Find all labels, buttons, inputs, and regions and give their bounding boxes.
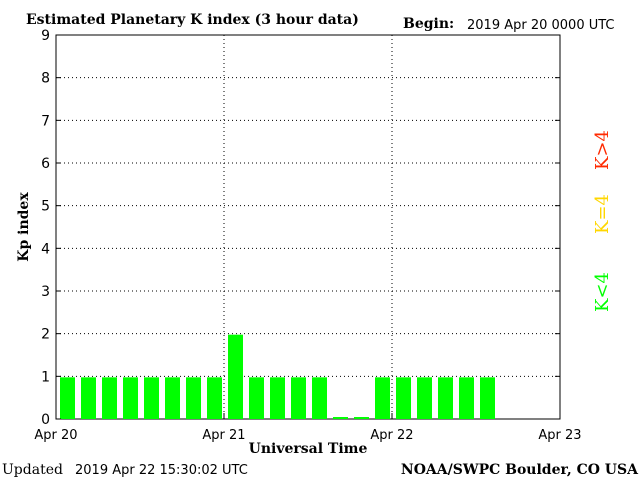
kp-bar (417, 377, 432, 419)
legend-k-equal-4: K=4 (592, 194, 613, 234)
kp-bar (459, 377, 474, 419)
x-tick-label: Apr 21 (202, 428, 245, 443)
y-ticks: 0 1 2 3 4 5 6 7 8 9 (41, 28, 560, 428)
source-credit: NOAA/SWPC Boulder, CO USA (401, 462, 639, 478)
legend-k-less-4: K<4 (592, 272, 613, 312)
y-tick-label: 8 (41, 71, 50, 87)
y-tick-label: 7 (41, 113, 50, 129)
x-tick-label: Apr 22 (370, 428, 413, 443)
updated-label: Updated (2, 462, 63, 478)
legend-k-greater-4: K>4 (592, 130, 613, 170)
kp-bar (186, 377, 201, 419)
updated-value: 2019 Apr 22 15:30:02 UTC (75, 463, 248, 478)
kp-bar (249, 377, 264, 419)
begin-label: Begin: (403, 16, 454, 32)
x-ticks: Apr 20 Apr 21 Apr 22 Apr 23 (34, 413, 582, 443)
kp-bar (333, 417, 348, 419)
chart-title: Estimated Planetary K index (3 hour data… (26, 12, 359, 28)
kp-bar (270, 377, 285, 419)
kp-bar (438, 377, 453, 419)
kp-bar (480, 377, 495, 419)
x-tick-label: Apr 23 (538, 428, 581, 443)
grid-lines (56, 34, 560, 419)
kp-bar (312, 377, 327, 419)
kp-bar (375, 377, 390, 419)
kp-bar (207, 377, 222, 419)
kp-bar (354, 417, 369, 419)
y-tick-label: 2 (41, 327, 50, 343)
y-tick-label: 4 (41, 241, 50, 257)
y-tick-label: 0 (41, 412, 50, 428)
kp-bar (228, 334, 243, 419)
plot-frame (55, 34, 561, 420)
x-tick-label: Apr 20 (34, 428, 77, 443)
kp-bar (123, 377, 138, 419)
kp-bar (144, 377, 159, 419)
kp-bar (81, 377, 96, 419)
kp-bar (60, 377, 75, 419)
kp-bar (396, 377, 411, 419)
y-tick-label: 9 (41, 28, 50, 44)
y-axis-label: Kp index (16, 192, 32, 262)
y-tick-label: 1 (41, 369, 50, 385)
x-axis-label: Universal Time (249, 441, 368, 457)
y-tick-label: 3 (41, 284, 50, 300)
kp-bar (102, 377, 117, 419)
kp-bar (165, 377, 180, 419)
begin-value: 2019 Apr 20 0000 UTC (467, 18, 615, 33)
kp-bar (291, 377, 306, 419)
bars (60, 334, 495, 419)
y-tick-label: 5 (41, 199, 50, 215)
y-tick-label: 6 (41, 156, 50, 172)
